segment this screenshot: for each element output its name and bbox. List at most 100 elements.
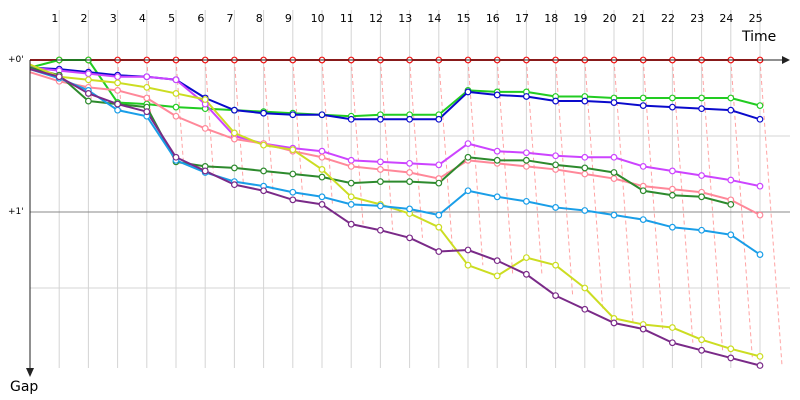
data-point — [143, 73, 151, 81]
data-point — [610, 211, 618, 219]
x-tick-label: 14 — [427, 12, 441, 25]
x-tick-label: 16 — [486, 12, 500, 25]
data-point — [756, 115, 764, 123]
data-point — [347, 156, 355, 164]
data-point — [493, 272, 501, 280]
data-point — [172, 153, 180, 161]
data-point — [727, 345, 735, 353]
data-point — [289, 146, 297, 154]
data-point — [669, 185, 676, 193]
data-point — [435, 179, 443, 187]
data-point — [230, 181, 238, 189]
data-point — [493, 257, 501, 265]
data-point — [698, 94, 705, 102]
data-point — [493, 147, 501, 155]
x-tick-label: 11 — [340, 12, 354, 25]
lap-connector-line — [555, 59, 574, 296]
data-point — [523, 149, 530, 157]
data-point — [318, 166, 326, 173]
data-point — [552, 292, 559, 300]
data-point — [435, 211, 443, 219]
data-point — [493, 91, 501, 99]
x-tick-label: 21 — [632, 12, 646, 25]
x-tick-label: 6 — [197, 12, 204, 25]
data-point — [669, 167, 676, 175]
data-point — [406, 115, 414, 123]
series-line — [29, 68, 761, 256]
x-tick-label: 2 — [81, 12, 88, 25]
data-point — [552, 261, 559, 269]
x-tick-label: 25 — [749, 12, 763, 25]
data-point — [756, 102, 764, 109]
data-point — [84, 90, 92, 97]
data-point — [698, 172, 705, 179]
data-point — [464, 261, 472, 269]
data-point — [523, 162, 530, 170]
data-point — [260, 141, 268, 149]
series-line — [29, 68, 761, 367]
data-point — [727, 354, 735, 362]
data-point — [523, 156, 530, 164]
data-point — [581, 207, 589, 214]
data-point — [464, 187, 472, 195]
data-point — [172, 76, 180, 84]
data-point — [347, 179, 355, 187]
data-point — [172, 90, 180, 97]
data-point — [610, 169, 618, 176]
series-layer — [29, 56, 764, 369]
y-tick-labels: +0' +1' — [8, 55, 24, 217]
data-point — [318, 153, 326, 161]
x-tick-label: 4 — [139, 12, 146, 25]
data-point — [639, 325, 647, 333]
data-point — [669, 339, 676, 347]
x-tick-label: 22 — [661, 12, 675, 25]
x-tick-label: 5 — [168, 12, 175, 25]
lap-connector-line — [409, 59, 423, 238]
data-point — [435, 161, 443, 169]
lap-connector-line — [671, 59, 694, 343]
data-point — [84, 70, 92, 78]
data-point — [435, 248, 443, 255]
data-point — [610, 319, 618, 327]
data-point — [406, 169, 414, 176]
data-point — [318, 111, 326, 119]
data-point — [698, 105, 705, 113]
data-point — [669, 191, 676, 199]
data-point — [289, 188, 297, 196]
data-point — [406, 178, 414, 186]
data-point — [377, 226, 384, 234]
lap-connector-line — [759, 59, 783, 366]
data-point — [756, 353, 764, 360]
y-tick-label: +0' — [8, 55, 24, 65]
data-point — [639, 102, 647, 109]
data-point — [523, 270, 530, 278]
x-tick-label: 3 — [110, 12, 117, 25]
data-point — [698, 336, 705, 344]
data-point — [201, 96, 209, 103]
data-point — [289, 170, 297, 178]
data-point — [464, 88, 472, 96]
data-point — [727, 94, 735, 102]
data-point — [669, 223, 676, 231]
x-tick-labels: 1 2 3 4 5 6 7 8 9 10 11 12 13 14 15 16 17 18 19 20 21 22 23 24 2… — [51, 12, 762, 25]
data-point — [347, 162, 355, 170]
data-point — [639, 187, 647, 195]
x-tick-label: 17 — [515, 12, 529, 25]
data-point — [639, 162, 647, 170]
series-line — [29, 71, 761, 216]
data-point — [318, 193, 326, 201]
x-tick-label: 24 — [719, 12, 733, 25]
data-point — [756, 211, 764, 219]
data-point — [230, 129, 238, 137]
data-point — [552, 97, 559, 105]
data-point — [464, 246, 472, 254]
data-point — [406, 159, 414, 167]
data-point — [172, 112, 180, 120]
x-axis-arrow — [782, 56, 790, 64]
data-point — [260, 187, 268, 195]
data-point — [756, 182, 764, 190]
data-point — [347, 220, 355, 228]
data-point — [377, 166, 384, 173]
